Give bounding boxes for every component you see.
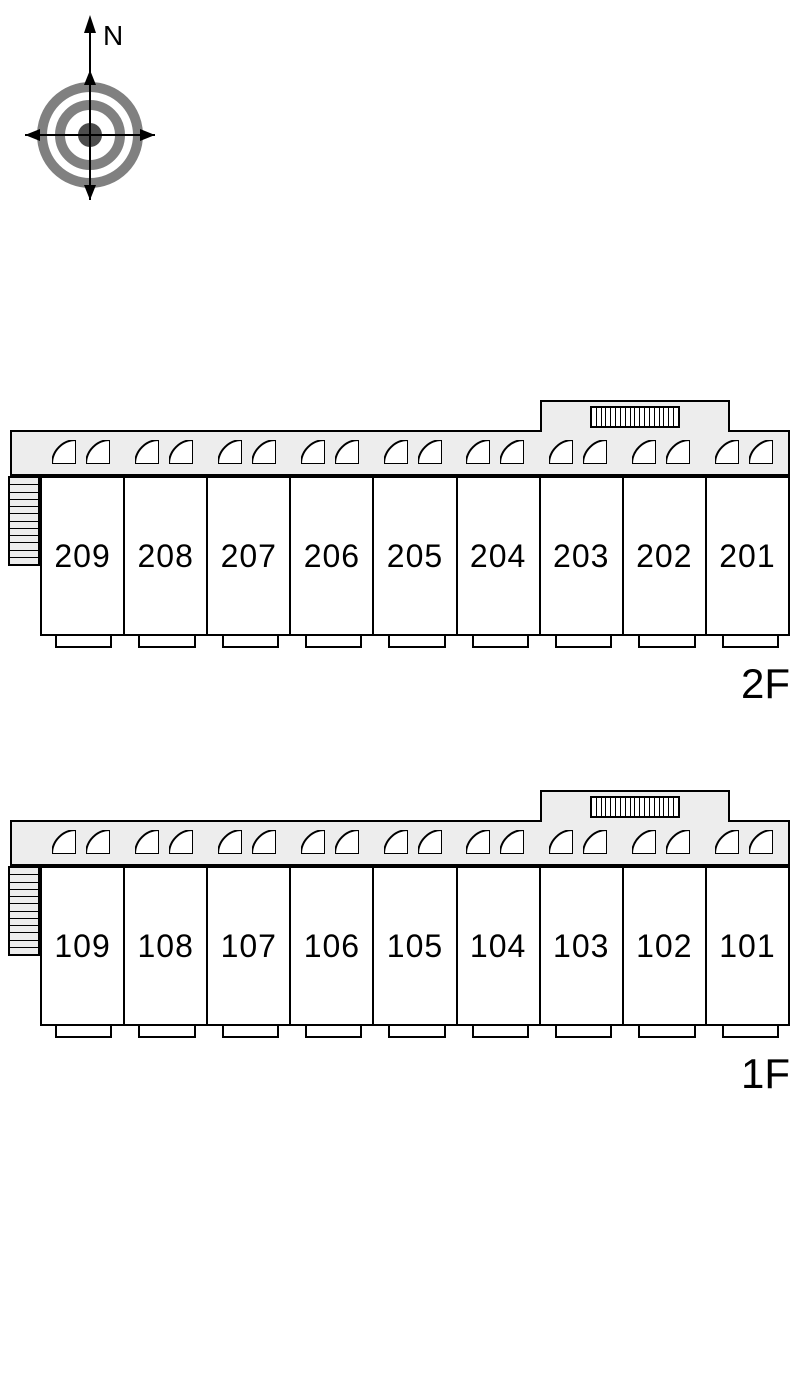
room-label: 109 bbox=[54, 928, 110, 965]
floor-label-1f: 1F bbox=[741, 1050, 790, 1098]
room-107: 107 bbox=[206, 866, 289, 1026]
room-101: 101 bbox=[705, 866, 790, 1026]
room-203: 203 bbox=[539, 476, 622, 636]
room-label: 108 bbox=[137, 928, 193, 965]
sill-row-1f bbox=[40, 1026, 790, 1044]
side-stair-1f bbox=[8, 866, 40, 956]
corridor-doors-2f bbox=[42, 432, 788, 478]
room-105: 105 bbox=[372, 866, 455, 1026]
rooms-row-2f: 209 208 207 206 205 204 203 202 201 bbox=[40, 476, 790, 636]
room-label: 204 bbox=[470, 538, 526, 575]
room-106: 106 bbox=[289, 866, 372, 1026]
room-205: 205 bbox=[372, 476, 455, 636]
stair-top-icon bbox=[590, 796, 680, 818]
room-label: 201 bbox=[719, 538, 775, 575]
room-label: 101 bbox=[719, 928, 775, 965]
room-109: 109 bbox=[40, 866, 123, 1026]
stair-top-icon bbox=[590, 406, 680, 428]
room-209: 209 bbox=[40, 476, 123, 636]
room-label: 207 bbox=[221, 538, 277, 575]
room-206: 206 bbox=[289, 476, 372, 636]
room-label: 105 bbox=[387, 928, 443, 965]
floor-label-2f: 2F bbox=[741, 660, 790, 708]
compass-rose: N bbox=[25, 15, 155, 210]
room-label: 104 bbox=[470, 928, 526, 965]
room-201: 201 bbox=[705, 476, 790, 636]
corridor-doors-1f bbox=[42, 822, 788, 868]
room-102: 102 bbox=[622, 866, 705, 1026]
floor-2-plan: 209 208 207 206 205 204 203 202 201 bbox=[10, 430, 790, 654]
room-label: 103 bbox=[553, 928, 609, 965]
room-207: 207 bbox=[206, 476, 289, 636]
room-202: 202 bbox=[622, 476, 705, 636]
room-label: 205 bbox=[387, 538, 443, 575]
stair-landing-2f bbox=[540, 400, 730, 432]
room-label: 107 bbox=[221, 928, 277, 965]
sill-row-2f bbox=[40, 636, 790, 654]
room-103: 103 bbox=[539, 866, 622, 1026]
corridor-1f bbox=[10, 820, 790, 866]
corridor-2f bbox=[10, 430, 790, 476]
compass-icon: N bbox=[25, 15, 155, 205]
rooms-row-1f: 109 108 107 106 105 104 103 102 101 bbox=[40, 866, 790, 1026]
stair-landing-1f bbox=[540, 790, 730, 822]
room-204: 204 bbox=[456, 476, 539, 636]
room-label: 106 bbox=[304, 928, 360, 965]
room-label: 102 bbox=[636, 928, 692, 965]
side-stair-2f bbox=[8, 476, 40, 566]
room-label: 206 bbox=[304, 538, 360, 575]
room-label: 203 bbox=[553, 538, 609, 575]
room-104: 104 bbox=[456, 866, 539, 1026]
room-label: 208 bbox=[137, 538, 193, 575]
room-208: 208 bbox=[123, 476, 206, 636]
room-label: 209 bbox=[54, 538, 110, 575]
floor-1-plan: 109 108 107 106 105 104 103 102 101 bbox=[10, 820, 790, 1044]
room-108: 108 bbox=[123, 866, 206, 1026]
room-label: 202 bbox=[636, 538, 692, 575]
compass-north-label: N bbox=[103, 20, 123, 51]
